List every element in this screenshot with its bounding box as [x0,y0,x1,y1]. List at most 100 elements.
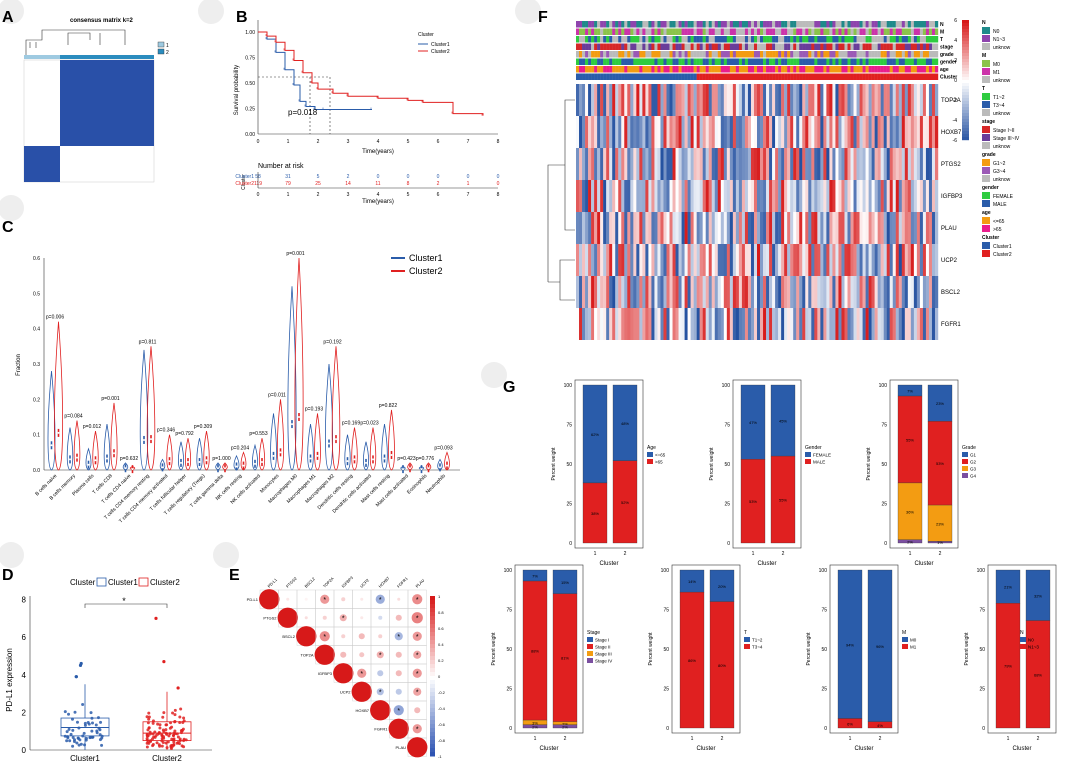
annot-cell [850,43,854,50]
heat-cell [775,212,779,244]
annot-cell [787,21,791,28]
violin-median [279,451,282,454]
heat-cell [916,116,921,148]
heat-cell [868,84,872,116]
heat-cell [928,212,933,244]
annot-cell [690,58,694,65]
heat-cell [790,308,794,340]
annot-cell [624,73,628,80]
heat-cell [654,148,658,180]
annot-cell [862,21,866,28]
corr-circle [341,634,346,639]
heat-cell [597,180,601,212]
heat-cell [862,84,866,116]
legend-item: unknow [993,177,1011,183]
heat-cell [889,148,893,180]
heat-cell [835,276,839,308]
heat-cell [675,84,679,116]
heat-cell [594,276,598,308]
annot-cell [931,43,936,50]
heat-cell [678,116,682,148]
annot-cell [934,51,939,58]
risk-xlabel: Time(years) [362,199,394,205]
heat-cell [817,308,821,340]
annot-cell [886,51,890,58]
violin-median [298,416,300,418]
corr-circle [375,594,385,604]
heat-cell [898,276,902,308]
g-bar-label: 2% [562,721,568,726]
km-legend-title: Cluster [418,32,434,38]
annot-cell [925,21,930,28]
annot-cell [741,36,746,43]
annot-cell [919,73,924,80]
corr-bar-tick: -0.6 [438,722,446,727]
heat-cell [729,212,734,244]
annot-cell [757,51,761,58]
corr-col-label: IGFBP3 [340,575,354,589]
box-point [72,738,76,742]
heat-cell [793,244,797,276]
heat-cell [699,84,703,116]
heat-cell [808,84,812,116]
heat-cell [799,212,803,244]
annot-cell [705,66,709,73]
heat-cell [898,148,902,180]
annot-cell [790,51,794,58]
heat-cell [594,308,598,340]
heat-cell [916,308,921,340]
annot-cell [639,28,643,35]
annot-cell [784,21,788,28]
violin-median [187,461,189,464]
annot-cell [681,51,685,58]
annot-cell [847,66,851,73]
annot-cell [820,73,824,80]
heat-cell [699,212,703,244]
heat-cell [642,244,646,276]
annot-cell [726,36,731,43]
heat-cell [907,276,912,308]
corr-circle [296,626,317,647]
annot-cell [648,66,652,73]
violin-pvalue: p=0.193 [305,406,323,412]
annot-cell [735,21,740,28]
box-point [71,728,75,732]
heat-cell [763,116,767,148]
heat-cell [705,180,709,212]
heat-bar-seg [962,137,969,141]
heat-cell [576,308,580,340]
heat-cell [853,276,857,308]
heat-cell [627,84,631,116]
g-bar-segment [995,569,1021,604]
heat-cell [648,148,652,180]
heat-cell [747,212,752,244]
heat-cell [681,276,685,308]
annot-cell [901,58,906,65]
annot-cell [907,58,912,65]
heat-cell [603,180,607,212]
annot-cell [732,66,737,73]
heat-cell [907,84,912,116]
g-bar-label: 47% [749,420,757,425]
g-legend-swatch [962,473,968,478]
km-xtick: 4 [377,139,380,145]
violin-median [217,467,219,470]
heat-cell [594,116,598,148]
heat-cell [793,84,797,116]
heatmap-legend: NN0N1~3unknowMM0M1unknowTT1~2T3~4unknows… [982,20,1020,258]
violin-median [335,438,337,441]
km-ytick: 1.00 [245,30,255,36]
annot-cell [856,58,860,65]
annot-cell [880,58,884,65]
annot-cell [711,51,715,58]
heat-cell [633,148,637,180]
annot-cell [865,73,869,80]
annot-cell [633,43,637,50]
annot-cell [838,21,842,28]
heat-cell [702,244,706,276]
g-plot-frame [987,564,1057,734]
corr-bar-seg [430,608,435,613]
legend-item: G3~4 [993,169,1006,175]
box-point [65,730,69,734]
